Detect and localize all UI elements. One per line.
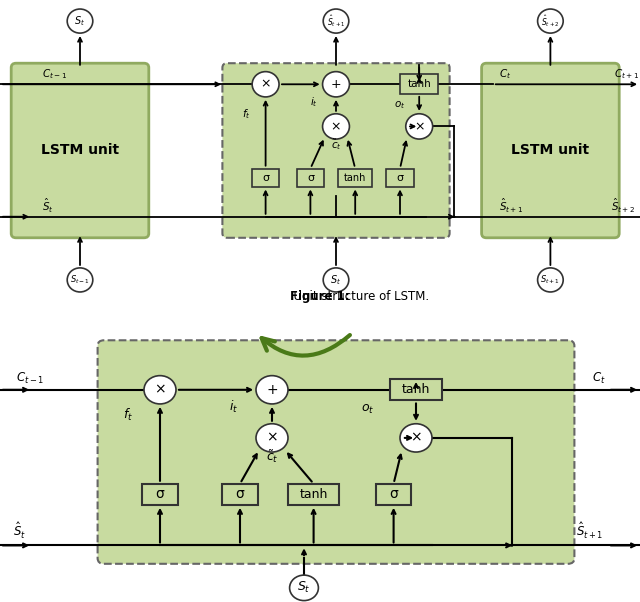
Text: $\hat{S}_{t+1}$: $\hat{S}_{t+1}$ — [576, 521, 604, 541]
Circle shape — [538, 268, 563, 292]
Text: σ: σ — [307, 173, 314, 182]
Text: $S_t$: $S_t$ — [74, 14, 86, 28]
Circle shape — [538, 9, 563, 33]
Circle shape — [144, 376, 176, 404]
Text: $C_{t-1}$: $C_{t-1}$ — [42, 67, 67, 81]
Circle shape — [290, 575, 319, 601]
Text: ×: × — [410, 431, 422, 445]
Text: $\hat{S}_{t+1}$: $\hat{S}_{t+1}$ — [327, 13, 345, 29]
FancyBboxPatch shape — [387, 169, 413, 187]
Text: $S_t$: $S_t$ — [330, 273, 342, 287]
Circle shape — [256, 424, 288, 452]
Text: $S_t$: $S_t$ — [297, 580, 311, 595]
Text: +: + — [266, 383, 278, 397]
Text: σ: σ — [389, 488, 398, 501]
FancyBboxPatch shape — [288, 484, 339, 505]
Text: LSTM unit: LSTM unit — [511, 143, 589, 158]
Text: ×: × — [266, 431, 278, 445]
FancyBboxPatch shape — [252, 169, 279, 187]
FancyBboxPatch shape — [97, 340, 575, 564]
FancyBboxPatch shape — [223, 63, 449, 238]
Text: $i_t$: $i_t$ — [310, 96, 317, 109]
Text: ×: × — [331, 120, 341, 133]
Text: σ: σ — [262, 173, 269, 182]
Text: +: + — [331, 78, 341, 91]
Text: $S_{t-1}$: $S_{t-1}$ — [70, 274, 90, 286]
Text: $i_t$: $i_t$ — [229, 399, 238, 415]
Text: σ: σ — [236, 488, 244, 501]
Text: $\hat{S}_t$: $\hat{S}_t$ — [42, 197, 53, 216]
FancyBboxPatch shape — [481, 63, 619, 238]
Circle shape — [252, 72, 279, 97]
Circle shape — [406, 114, 433, 139]
Text: $\hat{S}_{t+1}$: $\hat{S}_{t+1}$ — [499, 197, 524, 216]
Circle shape — [67, 268, 93, 292]
Text: $\tilde{c}_t$: $\tilde{c}_t$ — [331, 137, 341, 152]
FancyBboxPatch shape — [223, 484, 258, 505]
Text: $C_{t+1}$: $C_{t+1}$ — [614, 67, 639, 81]
Text: $S_{t+1}$: $S_{t+1}$ — [540, 274, 561, 286]
Text: ×: × — [260, 78, 271, 91]
Text: $C_{t-1}$: $C_{t-1}$ — [16, 371, 44, 386]
Circle shape — [323, 114, 349, 139]
Text: $\hat{S}_{t+2}$: $\hat{S}_{t+2}$ — [611, 197, 636, 216]
Text: $C_t$: $C_t$ — [592, 371, 605, 386]
Text: tanh: tanh — [407, 79, 431, 89]
Text: σ: σ — [397, 173, 403, 182]
FancyBboxPatch shape — [11, 63, 148, 238]
Text: $o_t$: $o_t$ — [362, 403, 374, 416]
FancyBboxPatch shape — [297, 169, 324, 187]
Circle shape — [323, 72, 349, 97]
Text: $C_t$: $C_t$ — [499, 67, 511, 81]
Circle shape — [256, 376, 288, 404]
FancyBboxPatch shape — [390, 379, 442, 400]
FancyBboxPatch shape — [143, 484, 178, 505]
FancyBboxPatch shape — [376, 484, 412, 505]
Text: tanh: tanh — [344, 173, 366, 182]
Text: Figure 1:: Figure 1: — [290, 290, 350, 303]
Text: ×: × — [154, 383, 166, 397]
Text: $f_t$: $f_t$ — [242, 108, 251, 121]
Text: $f_t$: $f_t$ — [123, 407, 133, 423]
Text: $\hat{S}_t$: $\hat{S}_t$ — [13, 521, 26, 541]
Text: $\tilde{c}_t$: $\tilde{c}_t$ — [266, 448, 278, 465]
Text: Unit structure of LSTM.: Unit structure of LSTM. — [285, 290, 429, 303]
Text: tanh: tanh — [300, 488, 328, 501]
Circle shape — [323, 9, 349, 33]
Circle shape — [400, 424, 432, 452]
Text: tanh: tanh — [402, 383, 430, 396]
Text: σ: σ — [156, 488, 164, 501]
Text: $\hat{S}_{t+2}$: $\hat{S}_{t+2}$ — [541, 13, 559, 29]
Text: $o_t$: $o_t$ — [394, 99, 406, 111]
FancyBboxPatch shape — [339, 169, 372, 187]
Circle shape — [67, 9, 93, 33]
Circle shape — [323, 268, 349, 292]
Text: ×: × — [414, 120, 424, 133]
FancyBboxPatch shape — [400, 75, 438, 94]
Text: LSTM unit: LSTM unit — [41, 143, 119, 158]
